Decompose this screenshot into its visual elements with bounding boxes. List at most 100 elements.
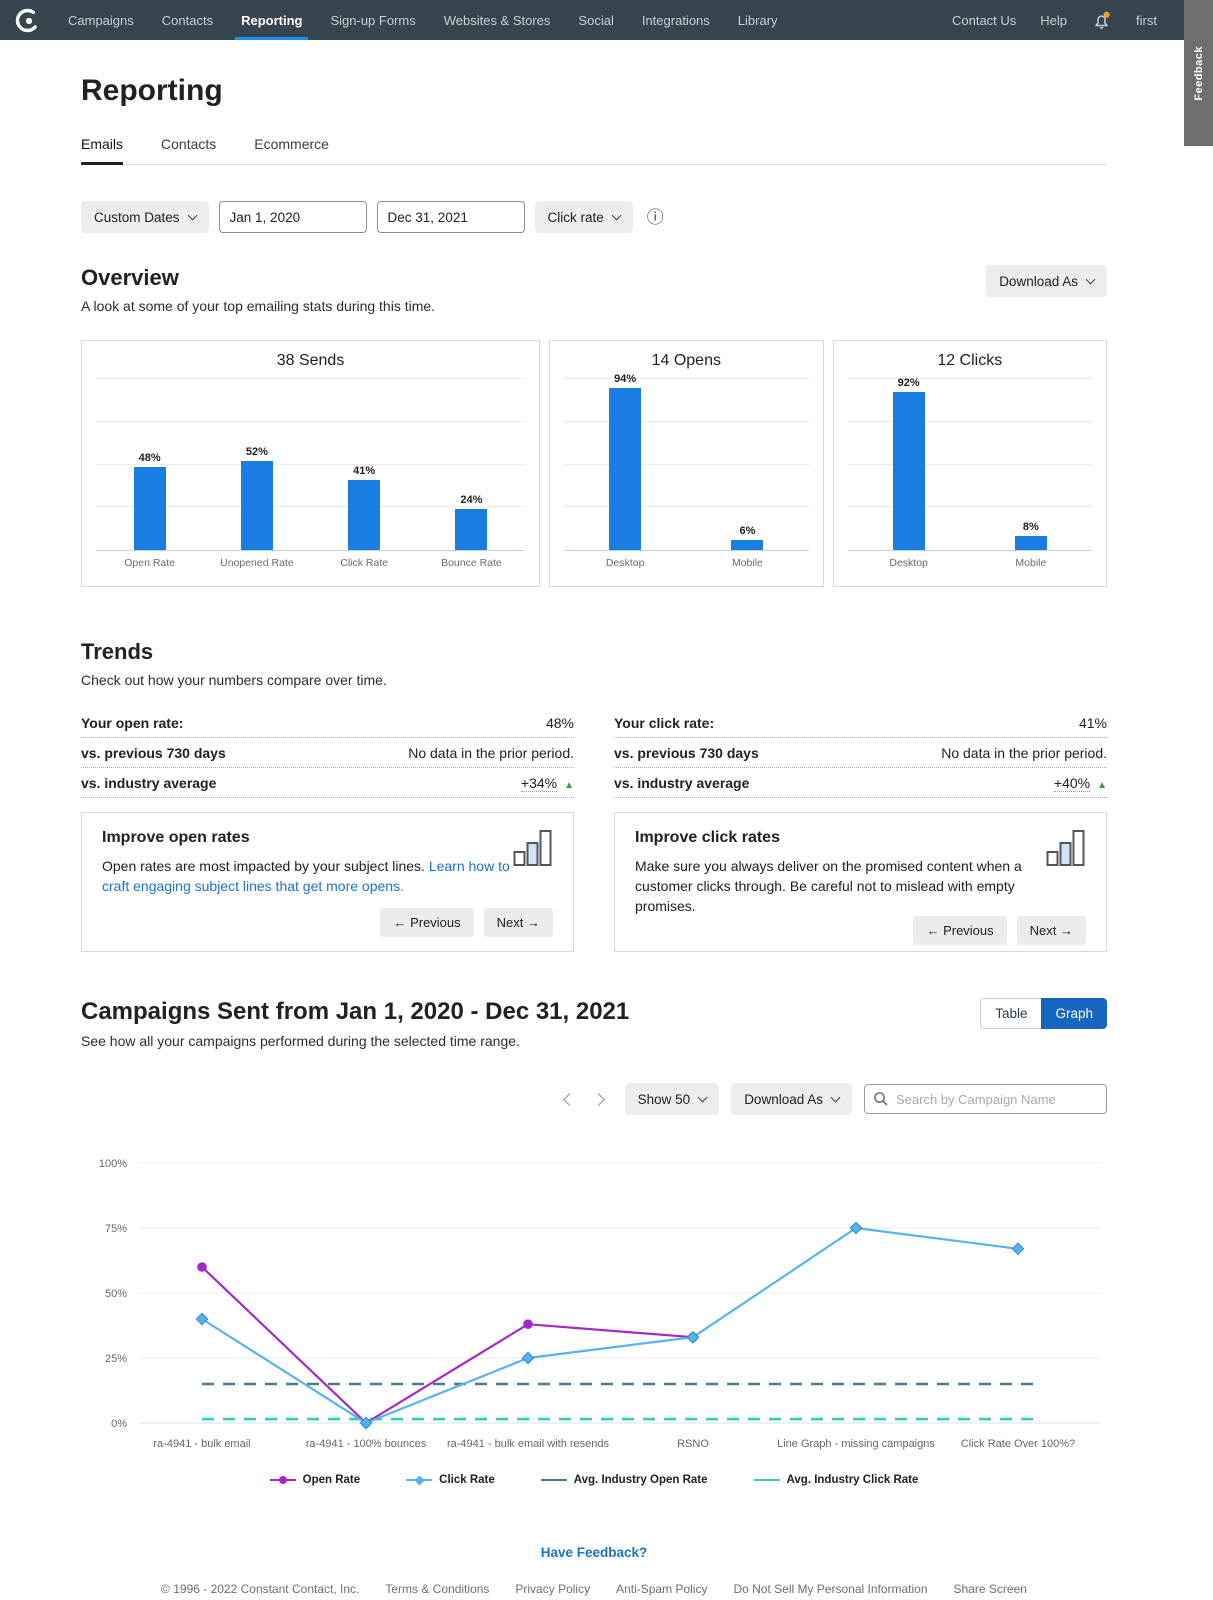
nav-right: Contact Us Help first [952,0,1213,40]
pagination-next-icon[interactable] [591,1092,605,1106]
nav-item-library[interactable]: Library [737,12,778,28]
constant-contact-logo[interactable] [0,0,54,40]
feedback-tab[interactable]: Feedback [1184,0,1213,146]
metric-dropdown[interactable]: Click rate [534,201,633,233]
previous-button[interactable]: ← Previous [380,908,474,937]
bar [731,539,764,550]
trend-value: 48% [545,714,574,731]
bar-plot: 48% 52% 41% 24% [96,378,526,551]
footer-link-antispam[interactable]: Anti-Spam Policy [616,1582,708,1596]
bar-value-label: 8% [1022,521,1039,534]
footer-link-terms[interactable]: Terms & Conditions [385,1582,490,1596]
bar-column: 41% [348,465,381,550]
tab-emails[interactable]: Emails [81,136,124,165]
gridline [96,506,526,508]
notifications-bell-icon[interactable] [1091,10,1112,31]
footer-link-privacy[interactable]: Privacy Policy [515,1582,591,1596]
line-chart-svg: 0% 25% 50% 75% 100% ra-4941 - bulk email ra-49… [99,1158,1101,1450]
improve-click-rates-card: Improve click rates Make sure you always… [614,812,1107,952]
date-range-dropdown[interactable]: Custom Dates [81,201,209,233]
gridline [96,420,526,422]
open-rate-trends: Your open rate: 48% vs. previous 730 day… [81,708,574,952]
campaigns-controls: Show 50 Download As [81,1083,1107,1115]
campaigns-download-as-button[interactable]: Download As [731,1083,852,1115]
trend-value: +40% [1053,774,1091,792]
legend-label: Avg. Industry Click Rate [786,1474,919,1486]
improve-card-text: Open rates are most impacted by your sub… [102,858,429,874]
chevron-down-icon [1085,274,1096,284]
contact-us-link[interactable]: Contact Us [951,12,1017,28]
nav-item-websites-stores[interactable]: Websites & Stores [443,12,551,28]
data-point [359,1416,373,1430]
gridline [96,463,526,465]
next-button[interactable]: Next → [483,908,553,937]
legend-label: Avg. Industry Open Rate [573,1474,708,1486]
footer-link-donotsell[interactable]: Do Not Sell My Personal Information [733,1582,928,1596]
bar-column: 92% [892,377,925,550]
tab-ecommerce[interactable]: Ecommerce [254,136,329,152]
bar-category-label: Desktop [605,557,645,569]
bar-chart-icon [1046,829,1088,872]
have-feedback: Have Feedback? [81,1544,1107,1562]
bar-value-label: 6% [739,524,756,537]
x-tick-label: Click Rate Over 100%? [961,1438,1075,1450]
info-icon[interactable]: ⓘ [646,207,664,227]
y-tick-label: 75% [105,1223,127,1235]
tab-contacts[interactable]: Contacts [161,136,217,152]
trends-title: Trends [81,639,154,664]
table-view-button[interactable]: Table [980,998,1042,1029]
nav-item-contacts[interactable]: Contacts [161,12,214,28]
bar-column: 48% [133,452,166,550]
trend-row-previous: vs. previous 730 days No data in the pri… [614,738,1107,768]
previous-button[interactable]: ← Previous [913,916,1007,945]
pagination-previous-icon[interactable] [562,1092,576,1106]
nav-item-reporting[interactable]: Reporting [227,0,316,40]
nav-item-integrations[interactable]: Integrations [641,12,710,28]
metric-label: Click rate [547,209,604,225]
legend-label: Open Rate [302,1474,361,1486]
filter-bar: Custom Dates Click rate ⓘ [81,201,1107,233]
x-tick-label: ra-4941 - bulk email with resends [447,1438,610,1450]
user-menu[interactable]: first [1136,12,1157,28]
improve-card-link[interactable]: Learn how to craft engaging subject line… [102,858,510,894]
graph-view-button[interactable]: Graph [1041,998,1107,1029]
legend-item-click-rate: Click Rate [406,1474,495,1486]
up-triangle-icon: ▲ [1097,779,1107,791]
gridline [847,506,1092,508]
x-tick-label: Line Graph - missing campaigns [777,1438,935,1450]
start-date-input[interactable] [218,201,367,233]
bar-value-label: 52% [245,445,268,458]
series-line-click-rate [201,1226,1019,1425]
bar-category-label: Desktop [889,557,928,569]
bar [892,391,925,550]
trends-subtitle: Check out how your numbers compare over … [81,672,387,688]
download-as-label: Download As [744,1091,823,1107]
search-input[interactable] [896,1091,1098,1107]
top-navigation: Campaigns Contacts Reporting Sign-up For… [0,0,1213,40]
click-rate-trends: Your click rate: 41% vs. previous 730 da… [614,708,1107,952]
page-title: Reporting [81,74,223,107]
help-link[interactable]: Help [1040,12,1068,28]
next-button[interactable]: Next → [1016,916,1086,945]
end-date-input[interactable] [376,201,525,233]
footer-link-sharescreen[interactable]: Share Screen [953,1582,1027,1596]
legend-marker [269,1476,296,1485]
series-line-open-rate [201,1266,694,1425]
bar-value-label: 94% [614,373,637,386]
have-feedback-link[interactable]: Have Feedback? [540,1545,648,1560]
improve-card-text: Make sure you always deliver on the prom… [635,858,1022,914]
legend-item-open-rate: Open Rate [269,1474,361,1486]
bar-plot: 92% 8% [847,377,1092,551]
nav-item-social[interactable]: Social [578,12,614,28]
bar-category-label: Click Rate [340,557,389,569]
bar-category-label: Mobile [731,557,763,569]
copyright: © 1996 - 2022 Constant Contact, Inc. [161,1582,360,1596]
chart-title: 12 Clicks [937,352,1003,369]
bar-chart-icon [513,829,555,872]
nav-item-campaigns[interactable]: Campaigns [68,12,134,28]
overview-download-as-button[interactable]: Download As [986,265,1107,297]
improve-card-body: Open rates are most impacted by your sub… [102,856,522,896]
show-count-dropdown[interactable]: Show 50 [624,1083,720,1115]
nav-item-signup-forms[interactable]: Sign-up Forms [330,12,416,28]
improve-card-body: Make sure you always deliver on the prom… [635,856,1055,916]
